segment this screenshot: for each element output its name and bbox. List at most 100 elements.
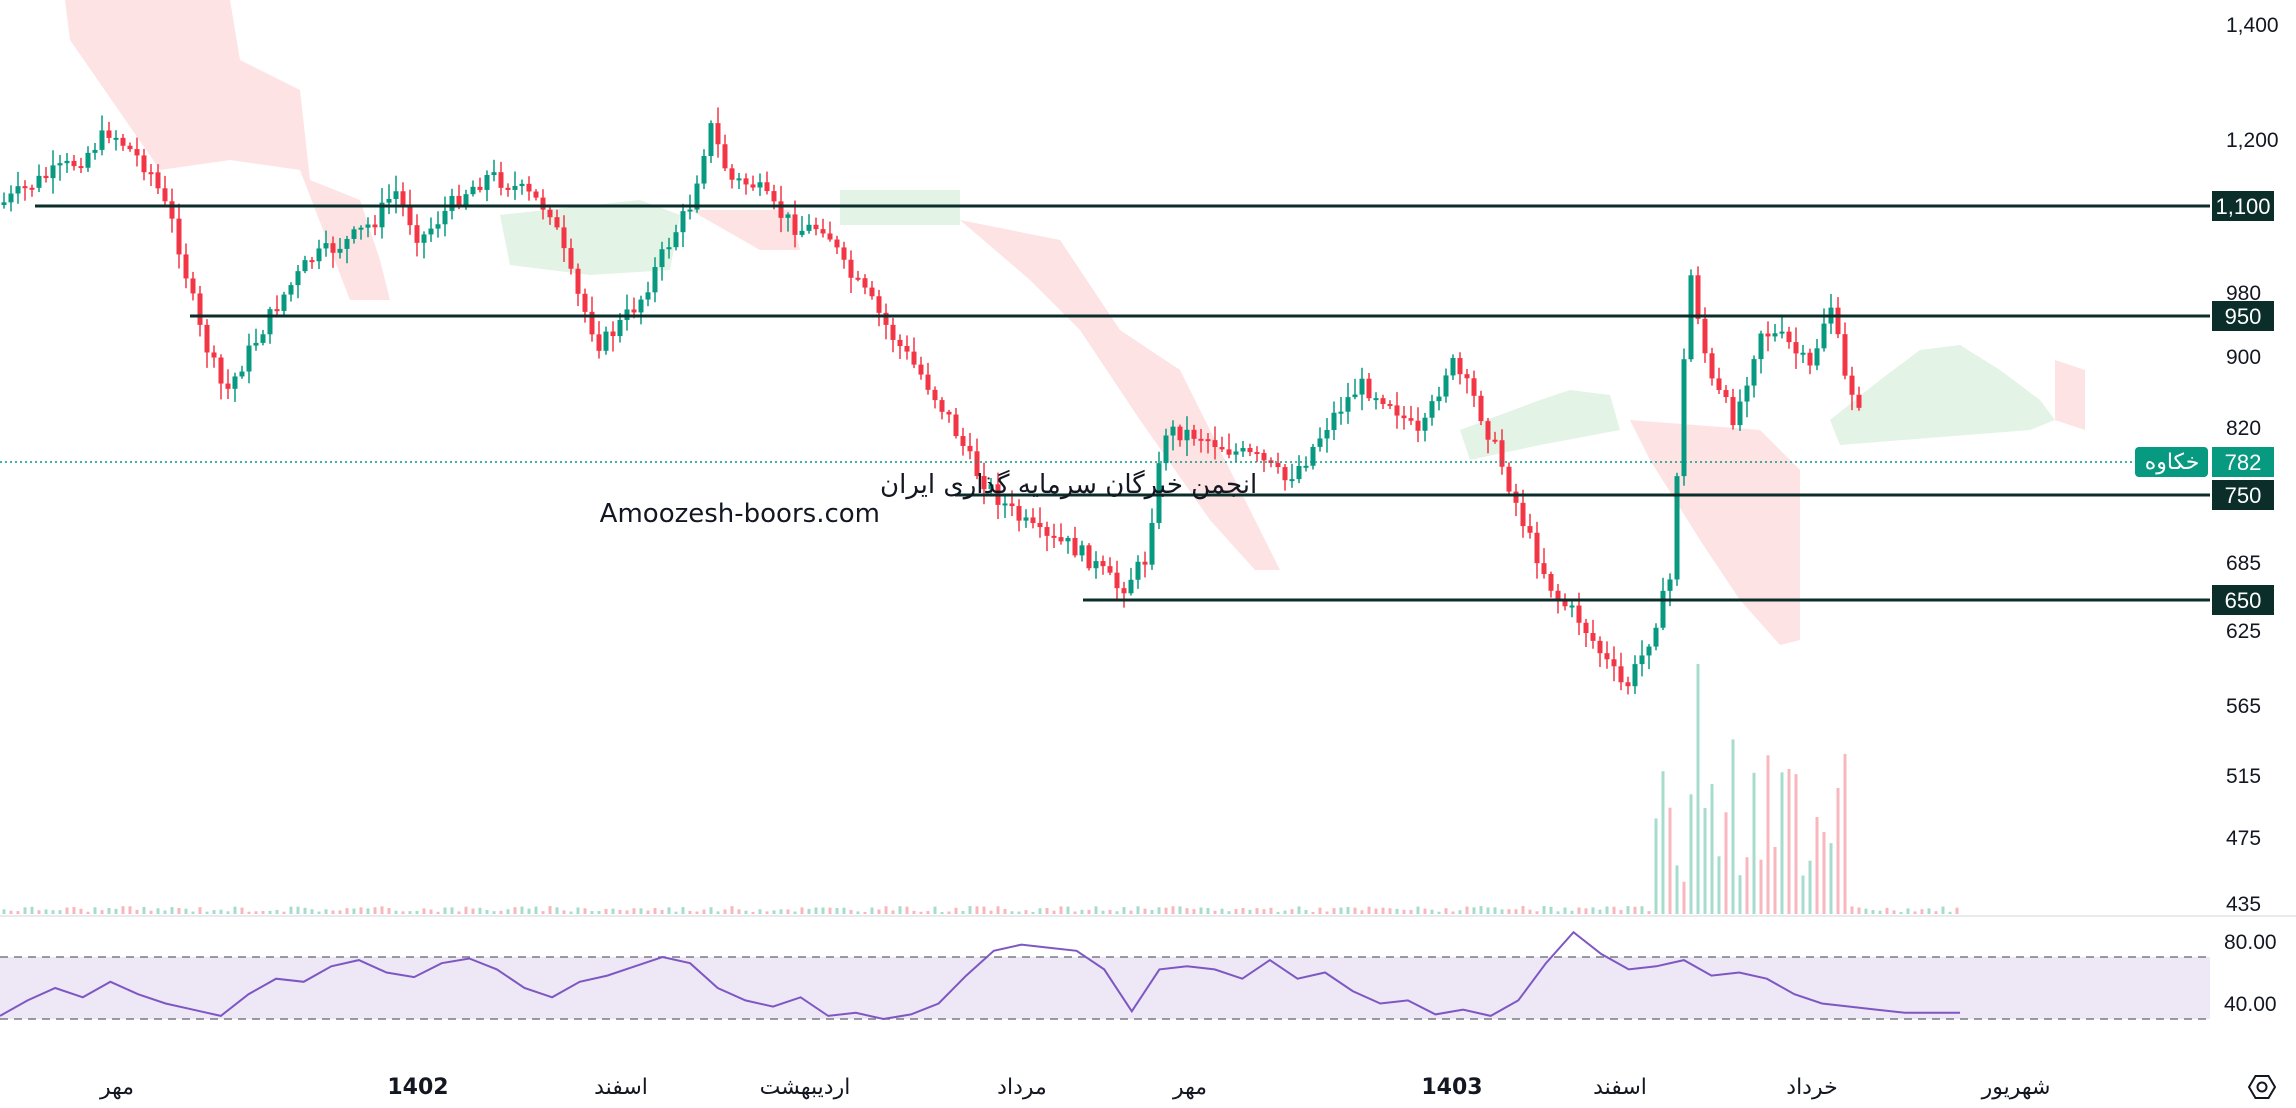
volume-bar (44, 909, 48, 914)
candle-body (1590, 633, 1596, 641)
candle-body (1583, 622, 1589, 634)
volume-bar (1283, 910, 1287, 914)
volume-bar (870, 907, 874, 914)
time-label: مرداد (997, 1075, 1047, 1100)
candle-body (1401, 415, 1407, 419)
volume-bar (1472, 907, 1476, 914)
candle-body (1646, 646, 1652, 656)
volume-bar (1892, 910, 1896, 914)
last-price-value: 782 (2225, 450, 2262, 475)
candle-body (967, 445, 973, 452)
candle-body (1716, 378, 1722, 391)
volume-bar (1360, 910, 1364, 914)
volume-bar (289, 906, 293, 914)
volume-bar (968, 906, 972, 914)
volume-bar (30, 906, 34, 914)
price-tick: 900 (2226, 346, 2261, 369)
price-tick: 475 (2226, 827, 2261, 850)
candle-body (309, 260, 315, 263)
candle-body (463, 194, 469, 205)
level-badge (2212, 301, 2274, 331)
volume-bar (1220, 908, 1224, 914)
volume-bar (114, 908, 118, 914)
volume-bar (1150, 910, 1154, 914)
volume-bar (1724, 812, 1728, 914)
candle-body (1149, 522, 1155, 565)
volume-bar (359, 907, 363, 914)
ichimoku-cloud (65, 0, 2085, 645)
volume-bar (695, 911, 699, 914)
volume-bar (338, 910, 342, 914)
volume-bar (1122, 907, 1126, 914)
candle-body (1093, 561, 1099, 569)
candle-body (596, 334, 602, 351)
candle-body (1359, 378, 1365, 395)
candles (1, 107, 1862, 695)
price-axis[interactable]: 1,400 1,200 980 900 820 685 625 565 515 475 435 (2226, 14, 2279, 916)
volume-bar (1878, 910, 1882, 914)
candle-body (743, 178, 749, 185)
candle-body (295, 271, 301, 286)
volume-bar (1395, 908, 1399, 914)
time-axis[interactable]: مهر 1402 اسفند اردیبهشت مرداد مهر 1403 اسفند خرد… (99, 1075, 2050, 1100)
candle-body (484, 175, 490, 190)
candle-body (281, 294, 287, 311)
volume-bar (1066, 906, 1070, 914)
volume-bar (1080, 909, 1084, 914)
volume-bar (310, 909, 314, 914)
volume-bar (653, 907, 657, 914)
candle-body (351, 229, 357, 239)
volume-bar (1528, 909, 1532, 914)
candle-body (1023, 517, 1029, 521)
candle-body (1107, 566, 1113, 573)
candle-body (771, 191, 777, 202)
candle-body (246, 345, 252, 372)
candle-body (71, 160, 77, 167)
volume-bar (800, 907, 804, 914)
chart-settings-icon[interactable] (2247, 1075, 2277, 1099)
candle-body (792, 214, 798, 235)
volume-bar (842, 907, 846, 914)
volume-bar (1843, 753, 1847, 914)
volume-bar (1598, 909, 1602, 914)
candle-body (498, 172, 504, 188)
volume-bar (1178, 906, 1182, 914)
candle-body (1317, 438, 1323, 447)
candle-body (407, 204, 413, 226)
candle-body (1576, 605, 1582, 623)
volume-bar (877, 909, 881, 914)
time-label: شهریور (1981, 1075, 2051, 1100)
volume-bar (450, 907, 454, 914)
volume-bar (1297, 906, 1301, 914)
candle-body (190, 278, 196, 294)
volume-bar (247, 911, 251, 914)
volume-bar (1185, 908, 1189, 914)
candle-body (1212, 440, 1218, 448)
candle-body (708, 123, 714, 156)
candle-body (547, 209, 553, 218)
horizontal-levels[interactable]: 1,100 950 750 650 (35, 191, 2274, 615)
volume-bar (1241, 907, 1245, 914)
volume-bar (1640, 906, 1644, 914)
candle-body (225, 383, 231, 389)
candle-body (204, 324, 210, 353)
volume-bar (72, 907, 76, 914)
price-tick: 435 (2226, 893, 2261, 916)
candle-body (918, 364, 924, 375)
volume-bar (1689, 794, 1693, 914)
volume-bar (1773, 846, 1777, 914)
price-tick: 1,200 (2226, 129, 2279, 152)
candle-body (1394, 405, 1400, 416)
candle-body (806, 224, 812, 231)
candle-body (127, 145, 133, 150)
candle-body (421, 234, 427, 243)
volume-bar (807, 908, 811, 914)
watermark-line2: Amoozesh-boors.com (600, 499, 880, 529)
candle-body (1324, 429, 1330, 439)
rsi-pane[interactable]: 80.00 40.00 (0, 930, 2277, 1021)
cloud-bear (960, 220, 1280, 570)
volume-bar (541, 911, 545, 914)
price-tick: 515 (2226, 765, 2261, 788)
volume-bar (1269, 907, 1273, 914)
